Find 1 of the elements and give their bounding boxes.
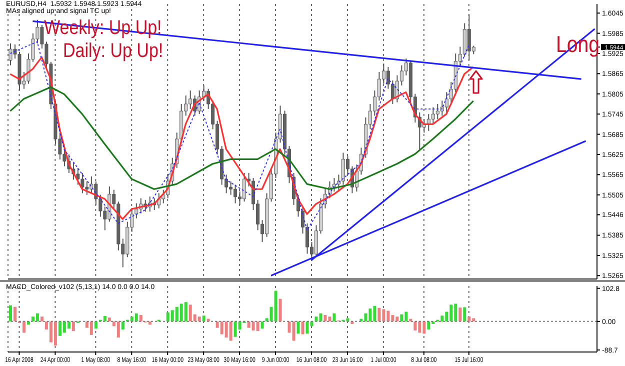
annotation: Daily: Up Up! xyxy=(63,40,164,62)
